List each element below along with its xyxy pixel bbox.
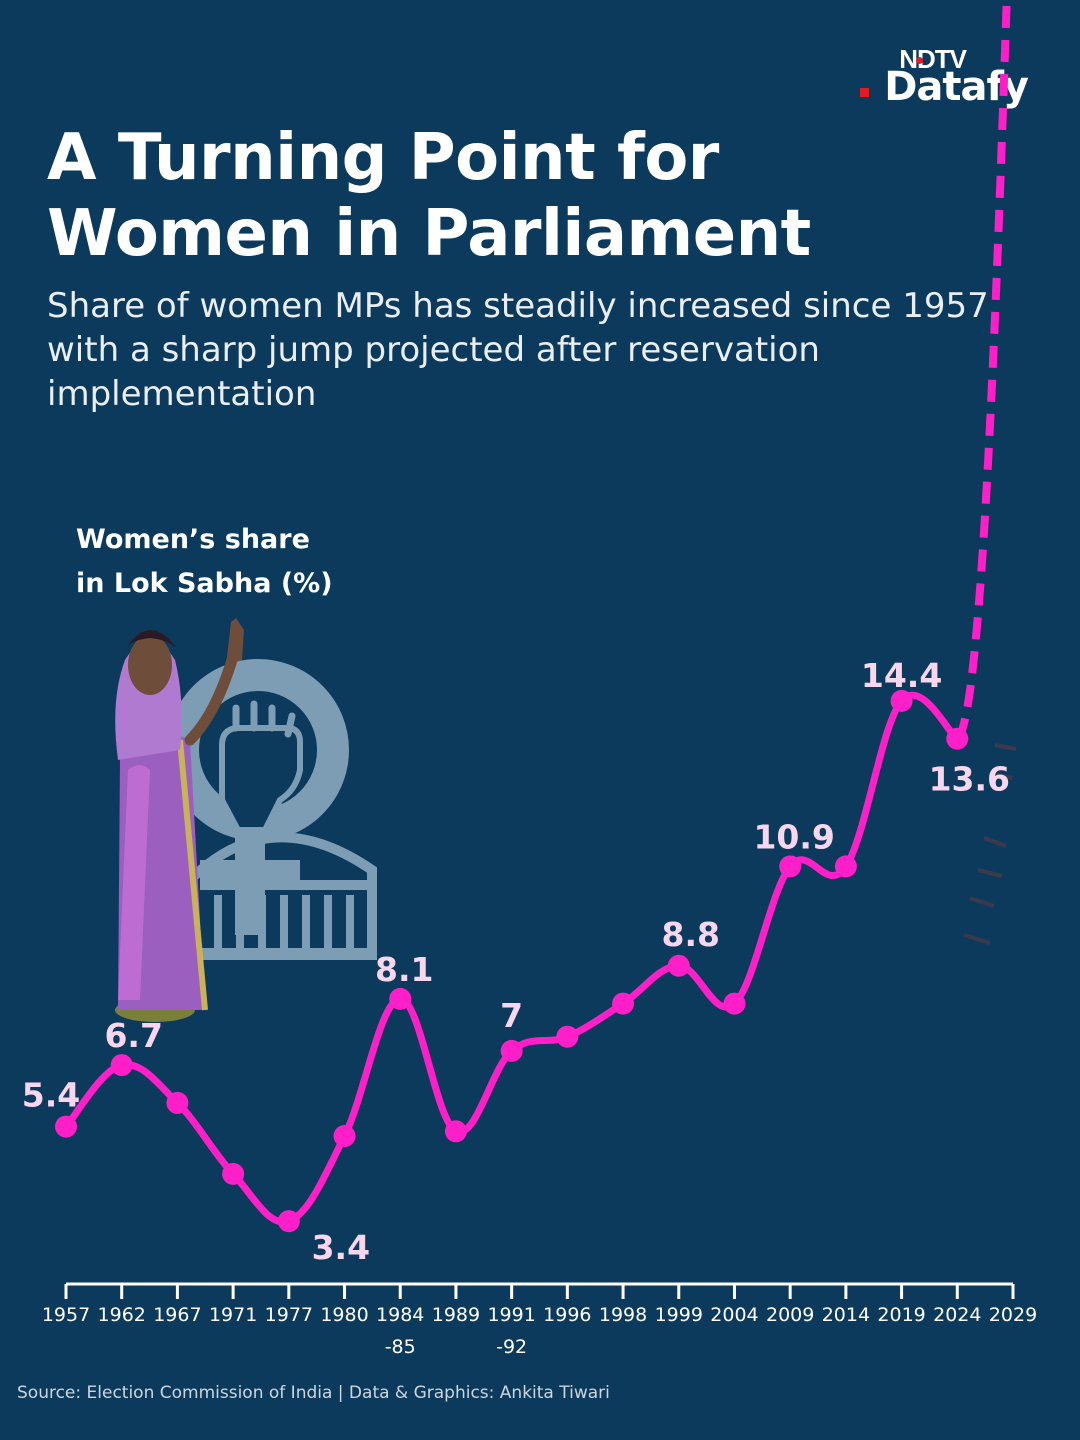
data-point — [444, 1120, 467, 1143]
data-label: 8.1 — [375, 950, 433, 989]
data-label: 7 — [500, 996, 523, 1035]
x-tick-label: 1998 — [599, 1304, 647, 1326]
logo-red-square — [860, 88, 869, 97]
venus-fist-icon — [167, 659, 377, 960]
data-label: 3.4 — [312, 1228, 370, 1267]
data-point — [166, 1091, 189, 1114]
x-tick-label: 1991 — [487, 1304, 535, 1326]
data-point — [222, 1162, 245, 1185]
axis-break-mark — [990, 772, 1013, 780]
axis-break-mark — [994, 743, 1017, 751]
axis-break-mark — [969, 896, 995, 908]
x-tick-label: 2029 — [989, 1304, 1037, 1326]
title-line-1: A Turning Point for — [47, 121, 719, 195]
x-tick-label: 2024 — [933, 1304, 981, 1326]
y-label-line-2: in Lok Sabha (%) — [76, 568, 333, 599]
data-point — [612, 992, 635, 1015]
data-point — [110, 1054, 133, 1077]
data-label: 8.8 — [662, 915, 720, 954]
x-tick-label: -85 — [385, 1336, 416, 1358]
x-tick-label: 2019 — [877, 1304, 925, 1326]
logo-red-dot — [916, 57, 923, 64]
data-point — [890, 689, 913, 712]
x-tick-label: 1980 — [320, 1304, 368, 1326]
x-tick-label: 1984 — [376, 1304, 424, 1326]
x-tick-label: 1989 — [432, 1304, 480, 1326]
data-point — [55, 1115, 77, 1138]
page-subtitle: Share of women MPs has steadily increase… — [47, 286, 1000, 414]
title-line-2: Women in Parliament — [47, 197, 811, 271]
data-label: 6.7 — [104, 1016, 162, 1055]
x-tick-label: 1967 — [153, 1304, 201, 1326]
axis-break-mark — [977, 868, 1003, 878]
source-credit: Source: Election Commission of India | D… — [17, 1383, 610, 1403]
x-tick-label: -92 — [496, 1336, 527, 1358]
data-point — [333, 1125, 356, 1148]
data-point — [667, 954, 690, 977]
y-label-line-1: Women’s share — [76, 524, 310, 555]
data-point — [389, 987, 412, 1010]
data-point — [834, 855, 857, 878]
x-tick-label: 2004 — [710, 1304, 758, 1326]
data-point — [500, 1039, 523, 1062]
data-point — [277, 1210, 300, 1233]
x-tick-label: 1999 — [655, 1304, 703, 1326]
x-tick-label: 1977 — [265, 1304, 313, 1326]
brand-top: NDTV — [899, 44, 967, 74]
axis-break-mark — [983, 836, 1007, 848]
data-label: 5.4 — [22, 1076, 80, 1115]
x-tick-label: 1957 — [42, 1304, 90, 1326]
x-tick-label: 1971 — [209, 1304, 257, 1326]
data-label: 14.4 — [861, 656, 942, 695]
woman-figure — [115, 618, 244, 1022]
series-line-projected — [954, 0, 1011, 743]
data-label: 13.6 — [929, 760, 1010, 799]
data-point — [946, 727, 969, 750]
x-tick-label: 1962 — [98, 1304, 146, 1326]
axis-break-mark — [963, 933, 991, 945]
x-tick-label: 2014 — [822, 1304, 870, 1326]
data-point — [779, 855, 802, 878]
data-point — [556, 1025, 579, 1048]
x-tick-label: 2009 — [766, 1304, 814, 1326]
page-title: A Turning Point for Women in Parliament — [47, 120, 947, 272]
series-line-actual — [62, 691, 961, 1226]
data-label: 10.9 — [753, 817, 834, 856]
data-point — [723, 992, 746, 1015]
x-tick-label: 1996 — [543, 1304, 591, 1326]
y-axis-label: Women’s share in Lok Sabha (%) — [76, 518, 396, 606]
